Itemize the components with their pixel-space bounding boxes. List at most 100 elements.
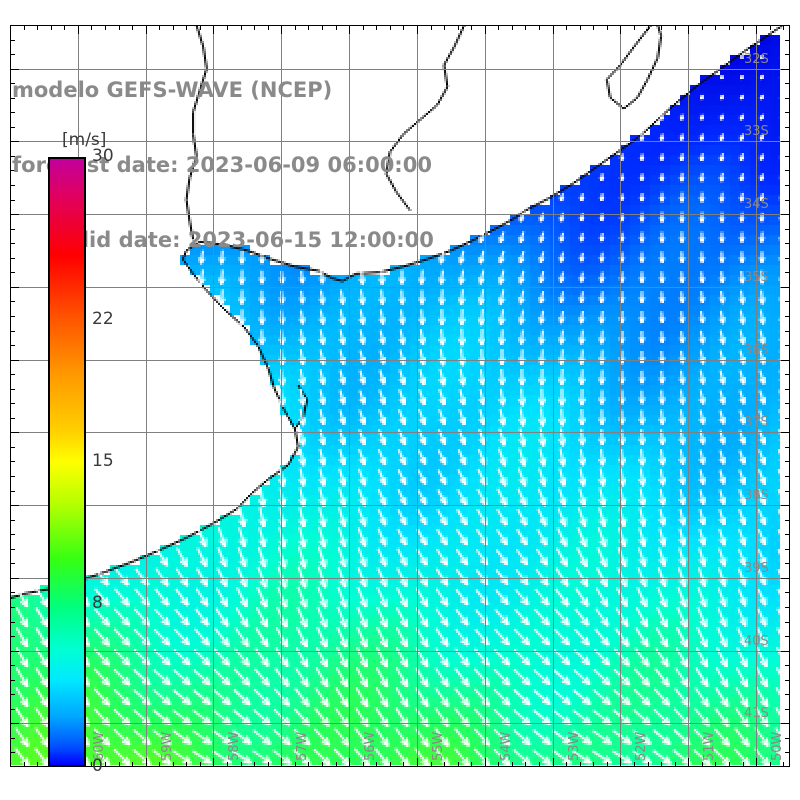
map-plot-area[interactable]: 32S 33S 34S 35S 36S 37S 38S 39S 40S 41S 60W 59W 58W… [10, 25, 790, 767]
latitude-label: 41S [744, 706, 769, 722]
gridline-vertical [213, 25, 214, 767]
tick-right-minor [785, 54, 790, 55]
tick-left-minor [10, 680, 15, 681]
tick-top-minor [431, 25, 432, 30]
tick-right-minor [785, 345, 790, 346]
gridline-horizontal [10, 287, 790, 288]
tick-top-minor [566, 25, 567, 30]
tick-top-minor [634, 25, 635, 30]
tick-top-minor [200, 25, 201, 30]
longitude-label: 58W [227, 731, 243, 761]
tick-right-minor [785, 185, 790, 186]
longitude-label: 55W [430, 731, 446, 761]
tick-bottom-minor [37, 762, 38, 767]
tick-top-minor [743, 25, 744, 30]
tick-left-minor [10, 694, 15, 695]
gridline-vertical [553, 25, 554, 767]
tick-bottom-minor [607, 762, 608, 767]
gridline-vertical [349, 25, 350, 767]
tick-bottom-minor [539, 762, 540, 767]
tick-right-minor [785, 505, 790, 506]
tick-left-minor [10, 112, 15, 113]
longitude-label: 54W [498, 731, 514, 761]
tick-bottom-minor [525, 762, 526, 767]
tick-bottom-minor [444, 762, 445, 767]
tick-left-minor [10, 127, 15, 128]
tick-bottom-minor [322, 762, 323, 767]
tick-bottom-minor [593, 762, 594, 767]
tick-top-minor [729, 25, 730, 30]
tick-bottom-minor [91, 762, 92, 767]
tick-left-minor [10, 272, 15, 273]
tick-bottom-minor [241, 762, 242, 767]
tick-right-minor [785, 622, 790, 623]
tick-top-minor [756, 25, 757, 30]
tick-left-minor [10, 752, 15, 753]
tick-top-minor [281, 25, 282, 30]
tick-left-minor [10, 345, 15, 346]
tick-left-minor [10, 549, 15, 550]
tick-right-minor [785, 156, 790, 157]
tick-bottom-minor [24, 762, 25, 767]
tick-bottom-minor [336, 762, 337, 767]
tick-left-minor [10, 214, 15, 215]
tick-right-minor [785, 287, 790, 288]
tick-top-minor [648, 25, 649, 30]
tick-right-minor [785, 694, 790, 695]
tick-left-minor [10, 651, 15, 652]
tick-right-minor [785, 214, 790, 215]
tick-top-minor [661, 25, 662, 30]
tick-right-minor [785, 258, 790, 259]
tick-right-minor [785, 592, 790, 593]
tick-right-minor [785, 40, 790, 41]
tick-bottom-minor [431, 762, 432, 767]
tick-top-minor [308, 25, 309, 30]
tick-top-minor [525, 25, 526, 30]
tick-left-minor [10, 418, 15, 419]
tick-bottom-minor [308, 762, 309, 767]
gridline-vertical [485, 25, 486, 767]
latitude-label: 35S [744, 269, 769, 285]
tick-top-minor [213, 25, 214, 30]
tick-bottom-minor [702, 762, 703, 767]
tick-top-minor [539, 25, 540, 30]
gridline-horizontal [10, 141, 790, 142]
tick-top-minor [688, 25, 689, 30]
tick-bottom-minor [648, 762, 649, 767]
gridline-horizontal [10, 505, 790, 506]
tick-right-minor [785, 69, 790, 70]
gridline-vertical [620, 25, 621, 767]
tick-left-minor [10, 476, 15, 477]
tick-right-minor [785, 229, 790, 230]
tick-bottom-minor [213, 762, 214, 767]
tick-right-minor [785, 636, 790, 637]
tick-right-minor [785, 389, 790, 390]
tick-top-minor [51, 25, 52, 30]
tick-right-minor [785, 403, 790, 404]
tick-bottom-minor [200, 762, 201, 767]
tick-bottom-minor [743, 762, 744, 767]
colorbar-tick-label: 15 [92, 451, 114, 471]
tick-top-minor [417, 25, 418, 30]
gridline-vertical [417, 25, 418, 767]
tick-top-minor [770, 25, 771, 30]
tick-bottom-minor [376, 762, 377, 767]
tick-bottom-minor [580, 762, 581, 767]
latitude-label: 33S [744, 124, 769, 140]
tick-left-minor [10, 98, 15, 99]
tick-right-minor [785, 243, 790, 244]
colorbar[interactable] [48, 157, 86, 767]
tick-right-minor [785, 98, 790, 99]
tick-bottom-minor [485, 762, 486, 767]
tick-left-minor [10, 578, 15, 579]
tick-right-minor [785, 83, 790, 84]
tick-right-minor [785, 331, 790, 332]
tick-left-minor [10, 447, 15, 448]
tick-right-minor [785, 520, 790, 521]
tick-bottom-minor [620, 762, 621, 767]
latitude-label: 37S [744, 415, 769, 431]
tick-right-minor [785, 112, 790, 113]
tick-left-minor [10, 607, 15, 608]
tick-right-minor [785, 563, 790, 564]
tick-right-minor [785, 549, 790, 550]
